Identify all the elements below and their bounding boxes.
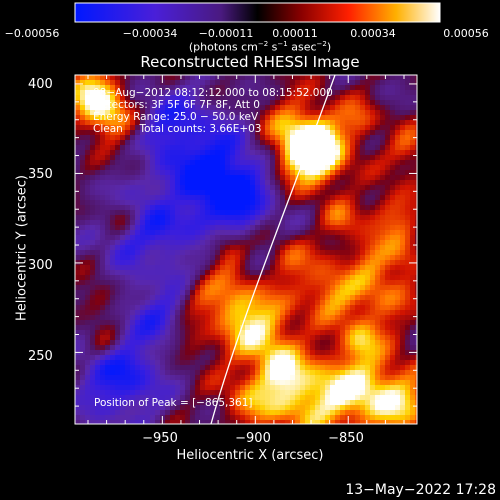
info-time-range: 08−Aug−2012 08:12:12.000 to 08:15:52.000 [93, 87, 333, 99]
colorbar-tick-label: −0.00011 [198, 27, 254, 40]
y-tick-label: 400 [28, 77, 53, 92]
info-detectors: Detectors: 3F 5F 6F 7F 8F, Att 0 [93, 99, 260, 111]
image-title: Reconstructed RHESSI Image [140, 53, 360, 71]
colorbar-tick-label: 0.00034 [350, 27, 396, 40]
x-tick-label: −950 [142, 431, 178, 446]
solar-limb-line [210, 75, 336, 424]
footer-date: 13−May−2022 17:28 [345, 482, 496, 498]
x-axis-label: Heliocentric X (arcsec) [176, 448, 324, 463]
peak-position-label: Position of Peak = [−865,361] [94, 397, 253, 409]
plot-frame [74, 74, 418, 425]
y-tick-label: 350 [28, 167, 53, 182]
x-tick-label: −850 [328, 431, 364, 446]
y-axis-label: Heliocentric Y (arcsec) [14, 175, 30, 321]
axis-ticks [75, 75, 417, 425]
heatmap [75, 75, 417, 424]
info-clean-counts: Clean Total counts: 3.66E+03 [93, 123, 262, 135]
colorbar-tick-label: 0.00056 [443, 27, 489, 40]
colorbar [74, 2, 441, 23]
colorbar-gradient [74, 2, 441, 23]
colorbar-tick-label: −0.00056 [4, 27, 60, 40]
colorbar-tick-label: −0.00034 [122, 27, 178, 40]
x-tick-label: −900 [235, 431, 271, 446]
y-tick-label: 250 [28, 349, 53, 364]
colorbar-units: (photons cm−2 s−1 asec−2) [188, 40, 332, 54]
y-tick-label: 300 [28, 258, 53, 273]
info-energy-range: Energy Range: 25.0 − 50.0 keV [93, 111, 259, 123]
colorbar-tick-label: 0.00011 [272, 27, 318, 40]
